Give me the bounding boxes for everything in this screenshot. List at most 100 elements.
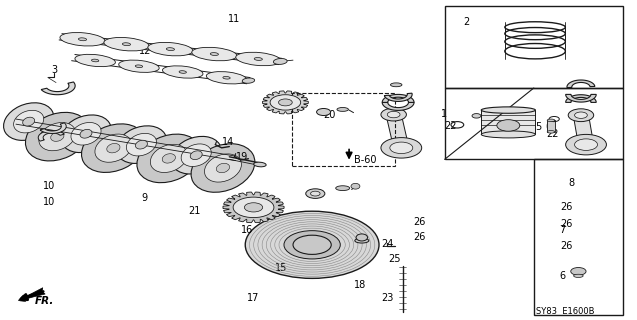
Bar (445, 6, 623, 88)
Text: 10: 10 (43, 180, 55, 191)
Ellipse shape (137, 134, 201, 183)
Ellipse shape (472, 114, 481, 118)
Ellipse shape (162, 154, 175, 163)
Ellipse shape (135, 65, 143, 68)
Polygon shape (41, 82, 75, 95)
Polygon shape (382, 102, 414, 110)
Ellipse shape (337, 108, 348, 111)
Text: SY83  E1600B: SY83 E1600B (536, 307, 595, 316)
Ellipse shape (148, 42, 193, 56)
Ellipse shape (210, 52, 218, 55)
Ellipse shape (166, 48, 175, 51)
Circle shape (245, 203, 262, 212)
Text: 1: 1 (441, 108, 447, 119)
Text: 13: 13 (275, 94, 287, 104)
Ellipse shape (13, 110, 44, 133)
Bar (482, 110, 535, 134)
Ellipse shape (78, 38, 87, 41)
Ellipse shape (306, 189, 325, 198)
Ellipse shape (104, 37, 149, 51)
Ellipse shape (75, 54, 115, 67)
Ellipse shape (126, 133, 157, 156)
Circle shape (566, 134, 606, 155)
Circle shape (245, 211, 379, 278)
Polygon shape (567, 80, 595, 88)
Ellipse shape (107, 143, 120, 153)
Ellipse shape (118, 60, 159, 72)
Polygon shape (382, 94, 414, 102)
Circle shape (387, 111, 400, 118)
Bar (445, 88, 623, 159)
Ellipse shape (254, 162, 266, 167)
Polygon shape (573, 115, 594, 145)
Text: 6: 6 (559, 271, 566, 281)
Ellipse shape (117, 126, 166, 164)
Text: 10: 10 (43, 196, 55, 207)
Ellipse shape (162, 66, 203, 78)
Ellipse shape (356, 234, 368, 241)
Polygon shape (566, 95, 596, 102)
Ellipse shape (217, 163, 229, 173)
Text: 3: 3 (51, 65, 57, 76)
Circle shape (381, 138, 422, 158)
Circle shape (306, 242, 318, 248)
Text: 17: 17 (247, 292, 259, 303)
Circle shape (284, 231, 340, 259)
Text: 20: 20 (324, 109, 336, 120)
Circle shape (571, 268, 586, 275)
Text: 18: 18 (354, 280, 366, 290)
Text: 2: 2 (464, 17, 470, 27)
Ellipse shape (60, 33, 105, 46)
Circle shape (390, 142, 413, 154)
Ellipse shape (82, 124, 145, 172)
Ellipse shape (317, 108, 331, 116)
Polygon shape (38, 131, 64, 141)
Circle shape (270, 95, 301, 110)
Circle shape (296, 236, 329, 253)
Bar (547, 120, 555, 132)
Circle shape (293, 235, 331, 254)
Ellipse shape (311, 191, 320, 196)
Bar (534, 159, 623, 315)
Ellipse shape (355, 238, 369, 243)
Ellipse shape (80, 129, 92, 138)
Text: 26: 26 (561, 241, 573, 251)
Ellipse shape (51, 132, 64, 141)
Text: 5: 5 (535, 122, 541, 132)
Bar (292, 93, 395, 166)
Text: 23: 23 (381, 292, 393, 303)
Text: 22: 22 (445, 121, 457, 132)
Text: B-60: B-60 (354, 155, 376, 165)
Ellipse shape (191, 144, 255, 192)
Ellipse shape (71, 123, 101, 145)
Circle shape (568, 109, 594, 122)
Ellipse shape (351, 183, 360, 189)
Polygon shape (40, 123, 66, 133)
Text: 26: 26 (561, 219, 573, 229)
Ellipse shape (547, 131, 555, 133)
Ellipse shape (25, 112, 89, 161)
Text: FR.: FR. (35, 296, 54, 306)
Ellipse shape (192, 47, 237, 61)
Text: 26: 26 (413, 217, 425, 228)
Text: 15: 15 (275, 263, 287, 273)
Ellipse shape (390, 83, 402, 87)
Ellipse shape (254, 58, 262, 60)
Ellipse shape (242, 78, 255, 83)
Ellipse shape (206, 72, 247, 84)
Ellipse shape (61, 115, 111, 153)
Text: 24: 24 (381, 239, 393, 249)
Ellipse shape (150, 144, 187, 172)
Polygon shape (223, 192, 284, 223)
Ellipse shape (95, 134, 132, 162)
Text: 22: 22 (547, 129, 559, 139)
Ellipse shape (136, 140, 147, 149)
Text: 9: 9 (141, 193, 148, 203)
Ellipse shape (236, 52, 281, 66)
Text: 8: 8 (568, 178, 575, 188)
Text: 25: 25 (389, 254, 401, 264)
Text: 7: 7 (559, 225, 566, 235)
Ellipse shape (4, 103, 54, 140)
Text: 19: 19 (236, 152, 248, 162)
Circle shape (233, 197, 274, 218)
